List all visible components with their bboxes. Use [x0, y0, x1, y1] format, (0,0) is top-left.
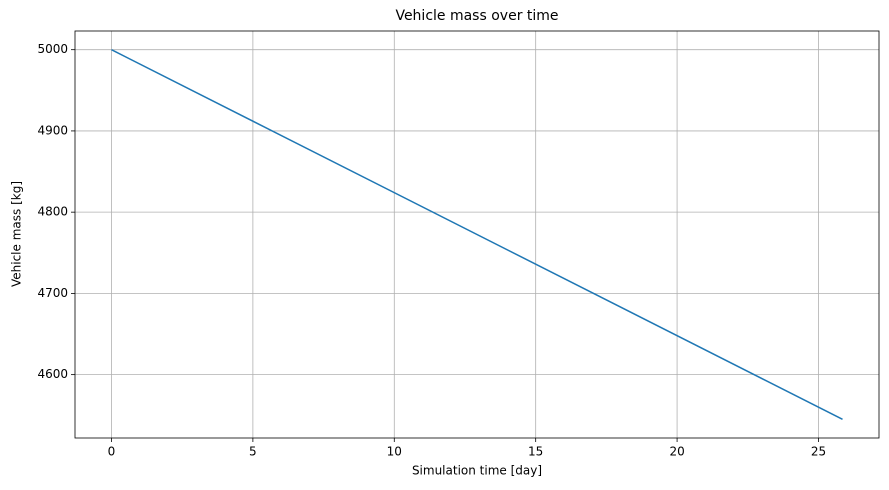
- x-axis-label: Simulation time [day]: [412, 464, 542, 478]
- y-tick-label: 5000: [37, 42, 68, 56]
- x-tick-label: 25: [811, 445, 826, 459]
- x-tick-label: 5: [249, 445, 257, 459]
- y-tick-label: 4600: [37, 367, 68, 381]
- x-tick-label: 20: [669, 445, 684, 459]
- plot-frame: [74, 30, 880, 439]
- x-tick-label: 15: [528, 445, 543, 459]
- y-tick-label: 4900: [37, 123, 68, 137]
- chart-title: Vehicle mass over time: [395, 8, 558, 24]
- y-tick-label: 4800: [37, 205, 68, 219]
- y-axis-label: Vehicle mass [kg]: [10, 181, 24, 287]
- data-line: [111, 49, 843, 420]
- y-tick-label: 4700: [37, 286, 68, 300]
- x-tick-label: 0: [108, 445, 116, 459]
- x-tick-label: 10: [387, 445, 402, 459]
